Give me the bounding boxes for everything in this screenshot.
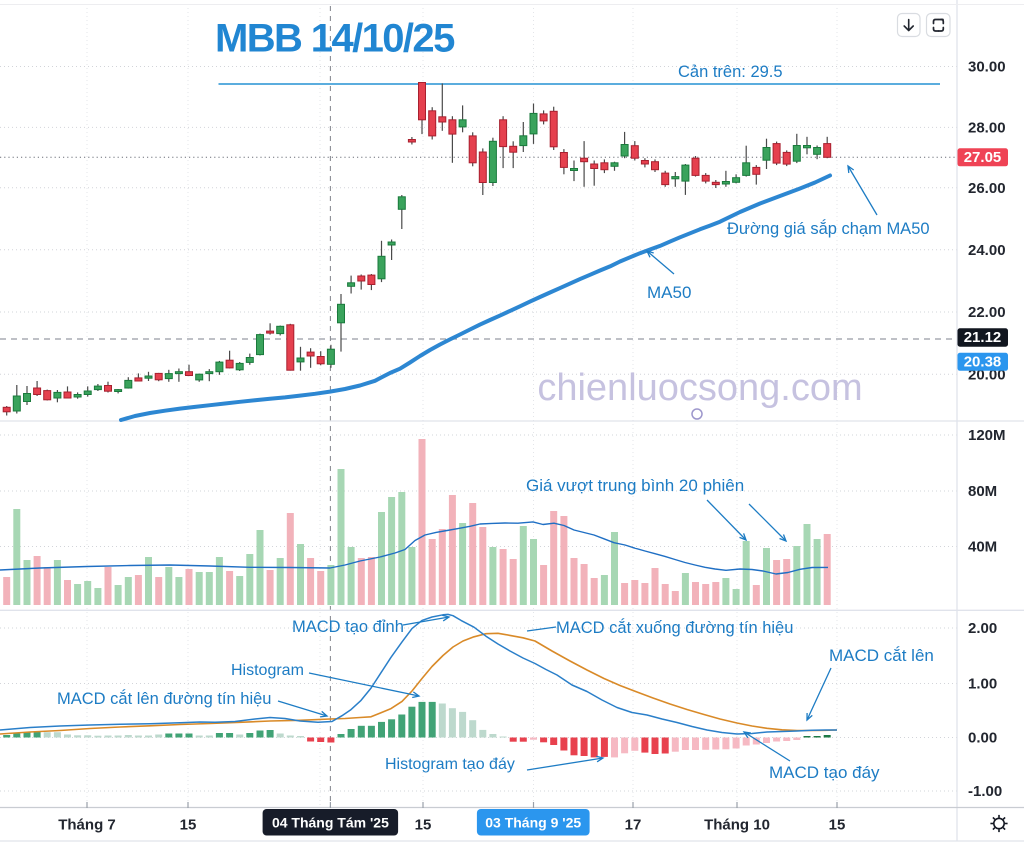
svg-text:15: 15	[180, 817, 197, 834]
svg-text:120M: 120M	[968, 427, 1006, 444]
svg-text:MA50: MA50	[647, 283, 691, 302]
svg-text:17: 17	[625, 817, 642, 834]
svg-text:Histogram tạo đáy: Histogram tạo đáy	[385, 756, 515, 773]
svg-text:21.12: 21.12	[964, 329, 1002, 346]
svg-text:MACD tạo đỉnh: MACD tạo đỉnh	[292, 618, 404, 636]
svg-text:-1.00: -1.00	[968, 783, 1002, 800]
svg-text:04 Tháng Tám '25: 04 Tháng Tám '25	[272, 815, 389, 831]
svg-text:40M: 40M	[968, 539, 997, 556]
svg-text:chienluocsong.com: chienluocsong.com	[537, 367, 862, 409]
svg-text:28.00: 28.00	[968, 120, 1006, 137]
svg-text:MACD cắt lên: MACD cắt lên	[829, 646, 934, 665]
svg-text:26.00: 26.00	[968, 180, 1006, 197]
svg-text:Tháng 10: Tháng 10	[704, 817, 770, 834]
svg-text:Tháng 7: Tháng 7	[58, 817, 116, 834]
svg-text:15: 15	[829, 817, 846, 834]
svg-text:MACD cắt lên đường tín hiệu: MACD cắt lên đường tín hiệu	[57, 689, 271, 708]
svg-text:MACD cắt xuống đường tín hiệu: MACD cắt xuống đường tín hiệu	[556, 618, 793, 637]
svg-text:2.00: 2.00	[968, 620, 997, 637]
svg-text:Đường giá sắp chạm MA50: Đường giá sắp chạm MA50	[727, 219, 930, 238]
svg-text:22.00: 22.00	[968, 304, 1006, 321]
svg-text:27.05: 27.05	[964, 149, 1002, 166]
svg-text:Giá vượt trung bình 20 phiên: Giá vượt trung bình 20 phiên	[526, 476, 744, 495]
svg-text:80M: 80M	[968, 483, 997, 500]
svg-text:15: 15	[415, 817, 432, 834]
svg-text:03 Tháng 9 '25: 03 Tháng 9 '25	[485, 815, 581, 831]
svg-text:30.00: 30.00	[968, 59, 1006, 76]
svg-text:MBB 14/10/25: MBB 14/10/25	[215, 17, 455, 61]
svg-text:20.38: 20.38	[964, 353, 1002, 370]
svg-text:MACD tạo đáy: MACD tạo đáy	[769, 763, 880, 782]
svg-text:Histogram: Histogram	[231, 662, 304, 679]
svg-text:Cản trên: 29.5: Cản trên: 29.5	[678, 63, 783, 81]
svg-text:0.00: 0.00	[968, 730, 997, 747]
svg-text:24.00: 24.00	[968, 242, 1006, 259]
svg-text:1.00: 1.00	[968, 676, 997, 693]
